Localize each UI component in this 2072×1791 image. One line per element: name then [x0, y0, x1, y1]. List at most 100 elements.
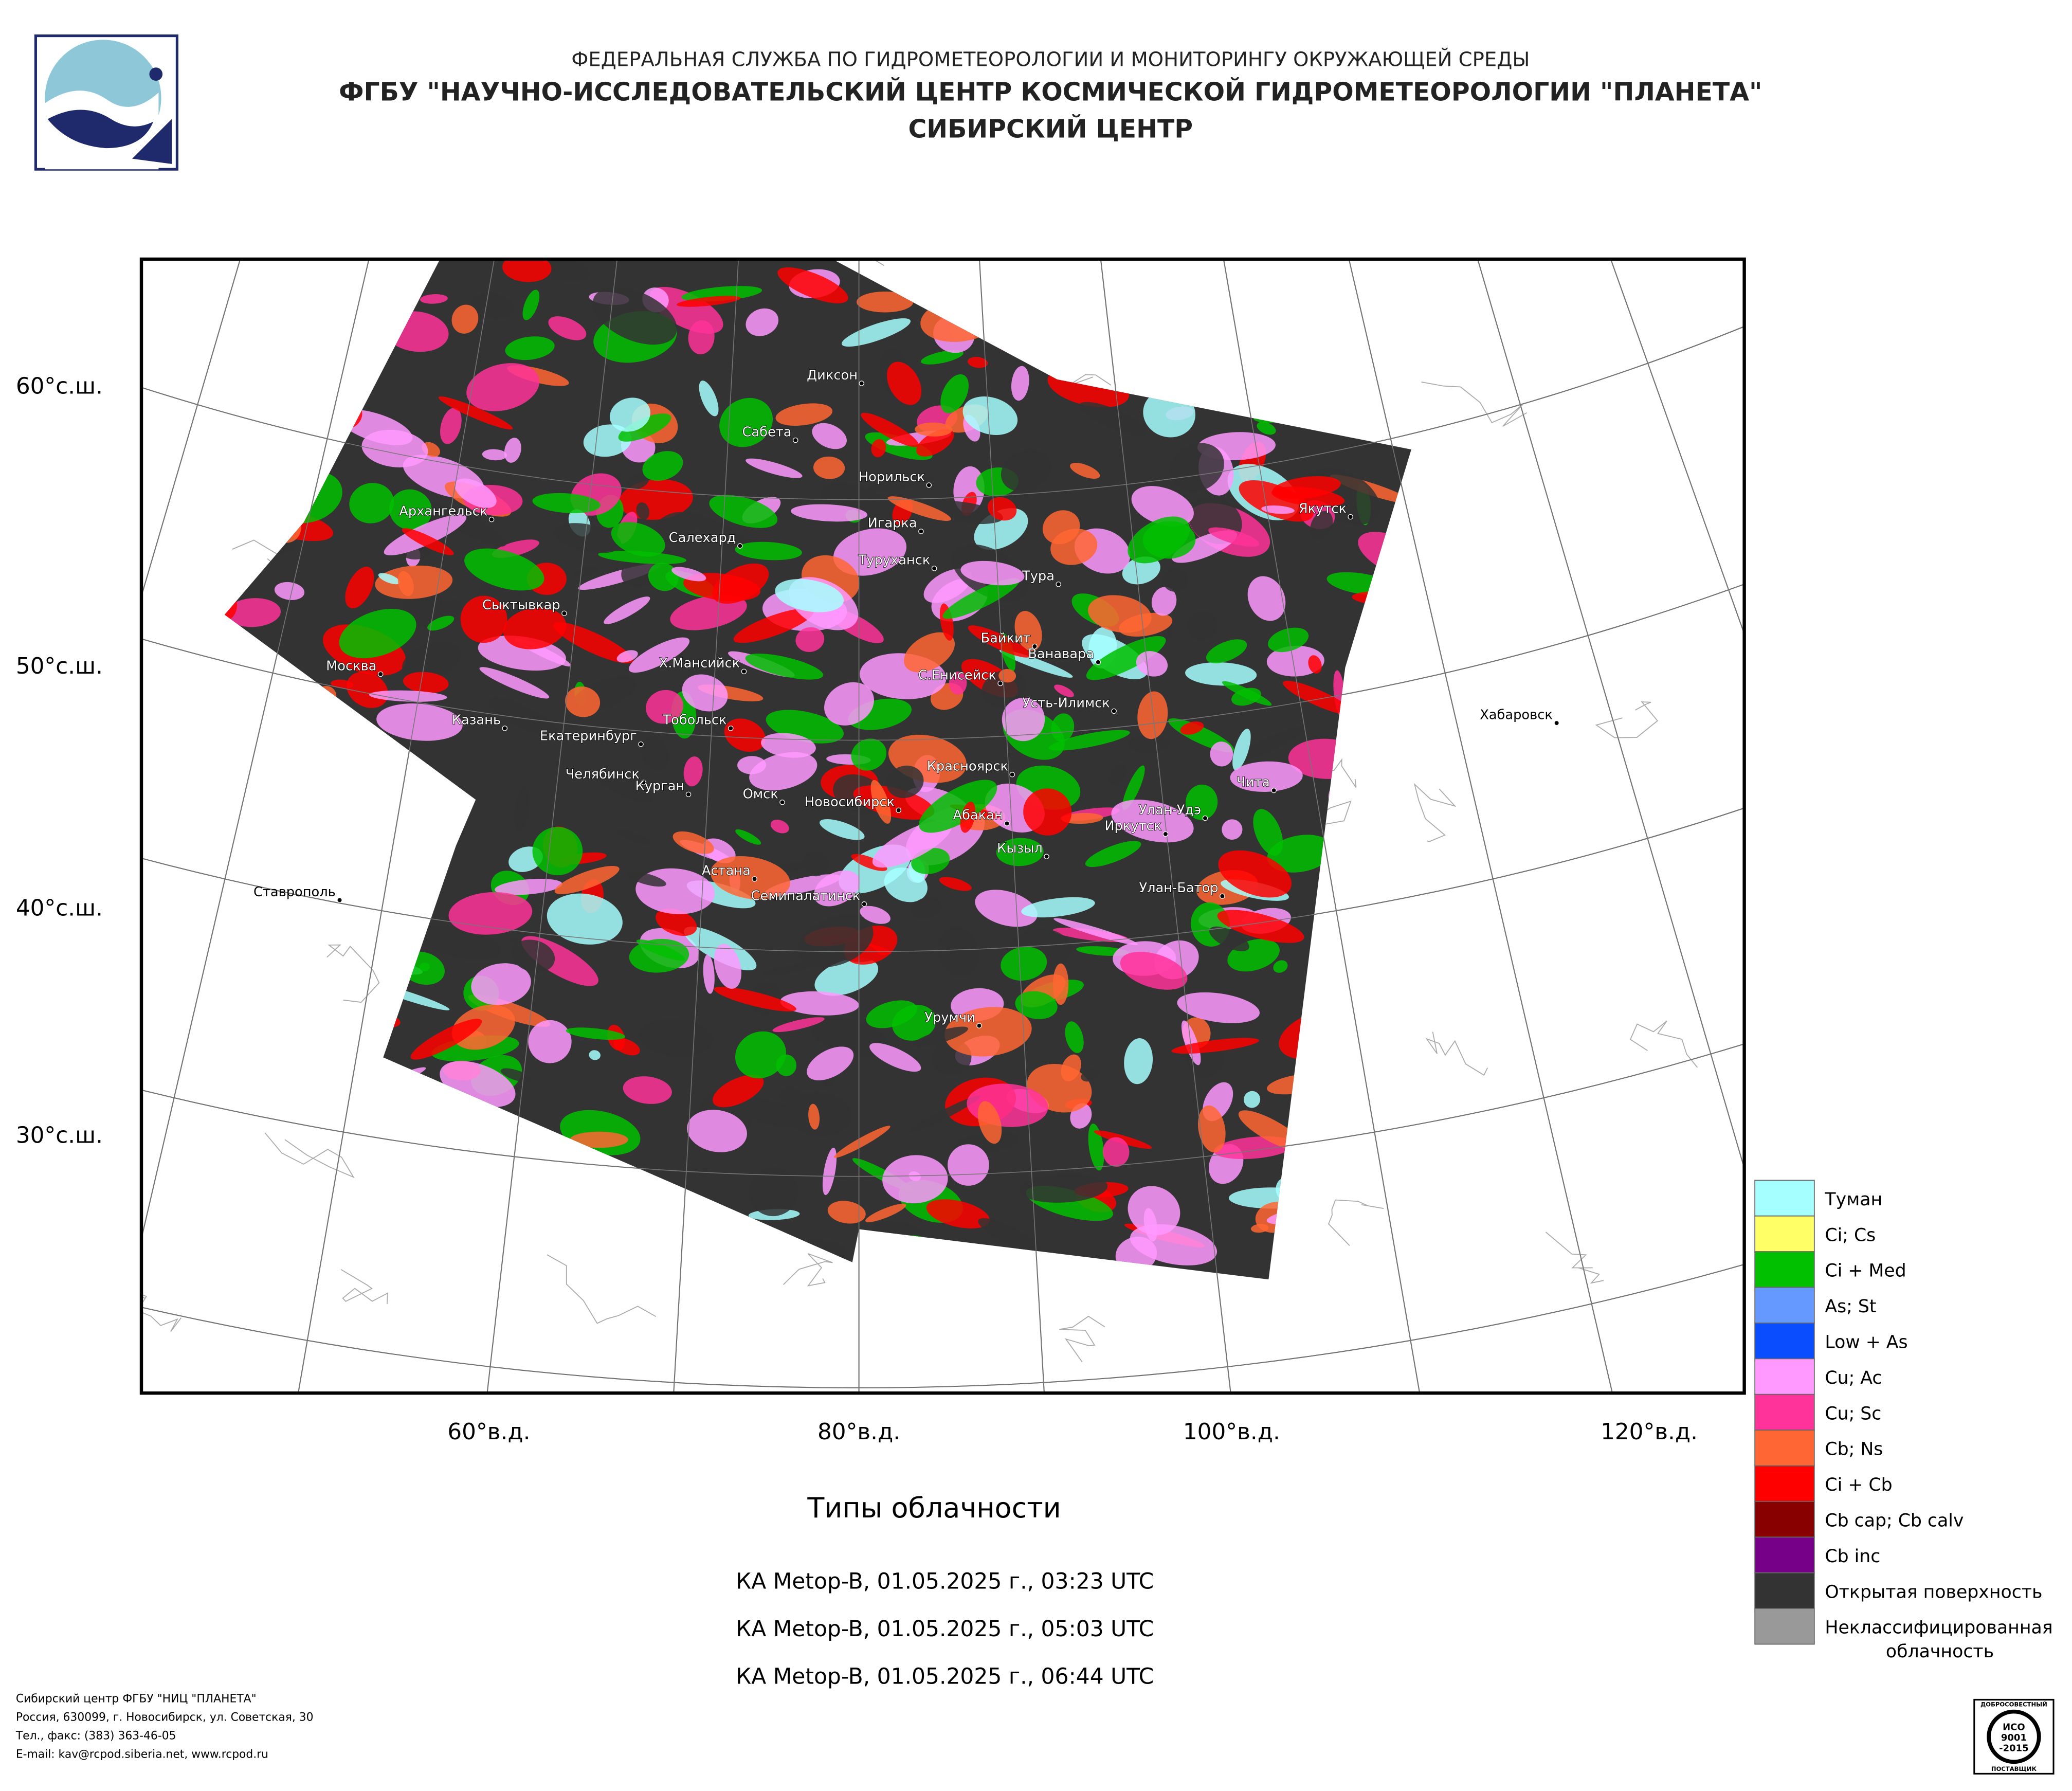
cloud-patch	[787, 234, 860, 254]
cloud-patch	[822, 1147, 837, 1196]
cloud-patch	[616, 650, 638, 663]
cloud-patch	[504, 438, 521, 463]
cloud-patch	[746, 458, 803, 478]
cloud-patch	[813, 456, 845, 479]
cloud-patch	[724, 718, 766, 752]
cloud-patch	[999, 649, 1073, 678]
cloud-patch	[814, 957, 879, 996]
cloud-patch	[1014, 611, 1042, 651]
cloud-patch	[960, 560, 1025, 586]
cloud-patch	[671, 567, 706, 582]
cloud-patch	[460, 595, 507, 643]
cloud-patch	[803, 851, 828, 877]
cloud-patch	[987, 497, 1017, 521]
satellite-pass: КА Metop-B, 01.05.2025 г., 03:23 UTC	[736, 1569, 1154, 1594]
cloud-patch	[1206, 639, 1247, 663]
cloud-patch	[916, 429, 954, 457]
cloud-patch	[968, 625, 1031, 658]
legend-swatch	[1754, 1501, 1815, 1538]
meridian	[1100, 259, 1231, 1394]
cloud-patch	[1131, 486, 1194, 527]
cloud-patch	[592, 287, 677, 345]
legend-label: Low + As	[1825, 1332, 1907, 1352]
city-dot	[926, 482, 932, 488]
cloud-patch	[869, 1043, 921, 1072]
cloud-patch	[455, 478, 497, 508]
footer-line: Россия, 630099, г. Новосибирск, ул. Сове…	[16, 1711, 314, 1724]
caption-title: Типы облачности	[807, 1492, 1061, 1524]
cloud-patch	[274, 582, 305, 600]
cloud-patch	[996, 838, 1044, 866]
cloud-patch	[776, 1054, 796, 1076]
legend-swatch	[1754, 1465, 1815, 1502]
cloud-patch	[978, 1218, 1041, 1253]
city-dot	[1271, 787, 1277, 793]
cloud-patch	[821, 482, 902, 535]
cloud-patch	[1181, 1020, 1201, 1065]
cloud-patch	[871, 439, 886, 458]
city-label: Екатеринбург	[540, 729, 637, 744]
cloud-patch	[618, 413, 671, 442]
cloud-patch	[688, 320, 715, 354]
cloud-patch	[482, 449, 507, 461]
cloud-patch	[547, 893, 623, 945]
cloud-patch	[1283, 680, 1353, 715]
cloud-patch	[808, 1103, 820, 1130]
cloud-patch	[762, 963, 813, 976]
city-label: Курган	[635, 779, 685, 794]
iso-badge-text: ДОБРОСОВЕСТНЫЙ	[1980, 1700, 2047, 1708]
city-dot	[1056, 581, 1061, 587]
cloud-patch	[1268, 627, 1309, 653]
cloud-patch	[1171, 1038, 1259, 1054]
cloud-patch	[735, 829, 761, 845]
cloud-patch	[887, 496, 951, 521]
legend-label: Ci + Cb	[1825, 1475, 1892, 1495]
cloud-patch	[673, 831, 714, 854]
cloud-patch	[375, 565, 453, 599]
cloud-patch	[553, 622, 633, 664]
cloud-patch	[522, 290, 540, 320]
city-dot	[752, 876, 757, 882]
cloud-patch	[1247, 576, 1286, 621]
legend-label: Открытая поверхность	[1825, 1582, 2042, 1602]
city-label: Красноярск	[927, 759, 1008, 774]
cloud-patch	[1091, 224, 1131, 254]
cloud-patch	[1217, 910, 1304, 943]
city-dot	[896, 807, 901, 813]
cloud-patch	[616, 828, 651, 845]
legend-swatch	[1754, 1287, 1815, 1324]
city-label: Хабаровск	[1480, 707, 1553, 722]
cloud-patch	[387, 213, 427, 262]
cloud-patch	[1162, 568, 1188, 592]
cloud-patch	[1120, 951, 1188, 990]
legend-label: Cu; Sc	[1825, 1403, 1881, 1424]
city-dot	[1044, 854, 1049, 859]
cloud-patch	[621, 1484, 673, 1529]
city-label: Казань	[452, 713, 501, 728]
cloud-patch	[1177, 992, 1260, 1023]
cloud-patch	[466, 363, 540, 411]
legend-swatch	[1754, 1394, 1815, 1431]
cloud-patch	[315, 1390, 351, 1436]
cloud-patch	[505, 336, 555, 360]
city-dot	[337, 897, 342, 903]
iso-badge-text: 9001	[2001, 1732, 2027, 1743]
cloud-patch	[627, 474, 649, 490]
cloud-patch	[512, 939, 555, 972]
city-dot	[1009, 772, 1015, 777]
cloud-patch	[438, 396, 513, 430]
cloud-patch	[1111, 800, 1194, 843]
cloud-patch	[1170, 443, 1224, 492]
cloud-patch	[345, 566, 374, 609]
latitude-label: 30°с.ш.	[16, 1123, 103, 1149]
cloud-patch	[554, 523, 622, 553]
cloud-patch	[733, 608, 814, 643]
cloud-patch	[856, 291, 914, 313]
cloud-patch	[1001, 947, 1047, 981]
cloud-patch	[589, 1050, 601, 1060]
city-label: Чита	[1237, 774, 1270, 790]
cloud-patch	[500, 1068, 532, 1082]
meridian	[141, 259, 370, 1241]
cloud-patch	[420, 294, 448, 304]
